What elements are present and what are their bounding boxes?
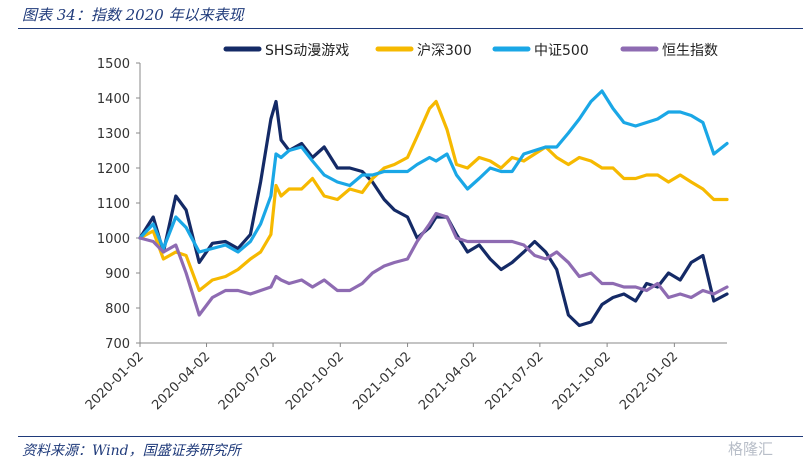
source-divider [18,436,803,437]
series-line-4 [138,211,729,317]
y-tick-label: 900 [105,267,130,282]
series-line-2 [138,99,729,293]
legend-label-4: 恒生指数 [662,43,718,59]
y-axis: 700 800 900 1000 1100 1200 1300 1400 1500 [97,57,141,352]
legend: SHS动漫游戏 沪深300 中证500 恒生指数 [223,43,718,59]
x-tick-label: 2022-01-02 [617,349,681,413]
figure-title: 图表 34：指数 2020 年以来表现 [22,6,244,24]
title-divider [18,28,803,29]
x-tick-label: 2021-10-02 [550,349,614,413]
series-line-1 [138,99,729,328]
series-line-3 [138,89,729,254]
y-tick-label: 700 [105,337,130,352]
x-tick-label: 2021-01-02 [350,349,414,413]
x-tick-label: 2020-04-02 [149,349,213,413]
watermark-logo: 格隆汇 [728,440,774,458]
x-tick-label: 2020-10-02 [283,349,347,413]
x-tick-label: 2020-07-02 [216,349,280,413]
legend-label-1: SHS动漫游戏 [265,43,349,59]
y-tick-label: 1400 [97,92,130,107]
y-tick-label: 1200 [97,162,130,177]
legend-label-2: 沪深300 [417,43,472,59]
legend-label-3: 中证500 [534,43,589,59]
y-tick-label: 800 [105,302,130,317]
plot-area [138,89,729,328]
x-axis: 2020-01-02 2020-04-02 2020-07-02 2020-10-02… [83,342,727,413]
y-tick-label: 1100 [97,197,130,212]
y-tick-label: 1300 [97,127,130,142]
x-tick-label: 2021-07-02 [483,349,547,413]
y-tick-label: 1000 [97,232,130,247]
source-note: 资料来源：Wind，国盛证券研究所 [22,443,241,459]
x-tick-label: 2021-04-02 [416,349,480,413]
x-tick-label: 2020-01-02 [83,349,147,413]
y-tick-label: 1500 [97,57,130,72]
